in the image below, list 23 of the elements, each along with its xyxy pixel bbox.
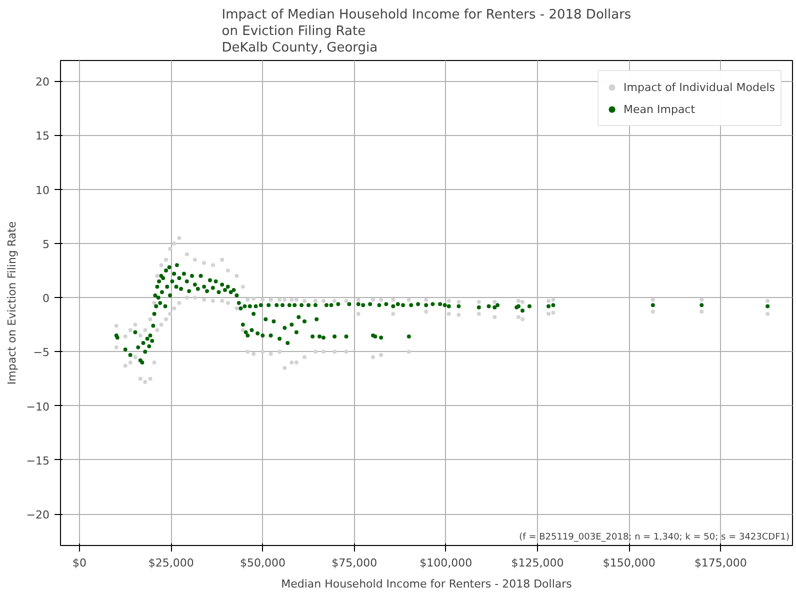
x-tick-label: $25,000 <box>148 556 194 570</box>
x-axis-title: Median Household Income for Renters - 2018 Dollars <box>281 578 572 590</box>
y-tick-label: 10 <box>36 184 50 197</box>
x-tick-label: $150,000 <box>602 556 656 570</box>
annotation: (f = B25119_003E_2018; n = 1,340; k = 50; s = 3423CDF1) <box>519 532 790 542</box>
y-tick-label: 0 <box>42 292 50 306</box>
x-tick-label: $175,000 <box>694 556 747 570</box>
y-tick-label: 20 <box>36 76 50 89</box>
x-tick-label: $125,000 <box>511 556 564 570</box>
y-tick-label: −10 <box>26 400 50 414</box>
y-tick-label: −20 <box>26 508 50 522</box>
x-tick-label: $75,000 <box>332 556 378 570</box>
x-tick-label: $0 <box>72 556 87 570</box>
y-axis-title: Impact on Eviction Filing Rate <box>5 221 18 385</box>
x-tick-label: $50,000 <box>240 556 286 570</box>
y-tick-label: −5 <box>33 346 50 360</box>
y-tick-label: 15 <box>36 130 50 143</box>
y-tick-label: 5 <box>42 238 50 251</box>
x-tick-label: $100,000 <box>420 556 472 570</box>
y-tick-label: −15 <box>26 454 50 468</box>
legend-label: Mean Impact <box>624 102 696 116</box>
legend-label: Impact of Individual Models <box>624 80 775 94</box>
chart-title: Impact of Median Household Income for Renters - 2018 Dollars on Eviction Filing Rate DeKalb County, Georgia <box>222 8 632 56</box>
